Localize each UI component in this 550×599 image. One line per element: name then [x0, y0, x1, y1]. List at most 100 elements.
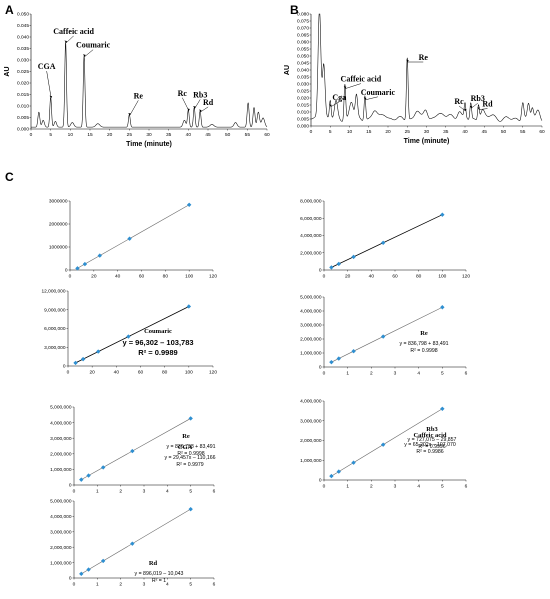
- peak-arrow: [129, 100, 139, 116]
- peak-arrow: [478, 108, 488, 110]
- compound-name: Re: [420, 330, 428, 337]
- peak-arrowhead: [463, 108, 467, 111]
- y-tick-label: 1,000,000: [300, 458, 322, 464]
- r-squared-label: R² = 0.9998: [410, 348, 437, 354]
- x-tick-label: 80: [162, 370, 168, 376]
- peak-arrowhead: [128, 112, 131, 116]
- x-tick-label: 6: [213, 489, 216, 495]
- x-tick-label: 25: [405, 129, 411, 135]
- y-tick-label: 3,000,000: [300, 323, 322, 329]
- peak-label-cga: CGA: [38, 62, 56, 71]
- x-tick-label: 55: [245, 132, 251, 138]
- data-point: [380, 240, 386, 246]
- x-tick-label: 15: [366, 129, 372, 135]
- x-tick-label: 20: [385, 129, 391, 135]
- compound-name: Rb3: [426, 426, 438, 433]
- peak-arrowhead: [187, 108, 190, 111]
- x-tick-label: 5: [189, 582, 192, 588]
- peak-arrowhead: [83, 54, 86, 57]
- x-tick-label: 30: [424, 129, 430, 135]
- data-point: [127, 236, 132, 241]
- x-tick-label: 100: [185, 370, 193, 376]
- y-tick-label: 0.080: [297, 12, 309, 18]
- y-tick-label: 0.040: [17, 35, 29, 41]
- y-tick-label: 0.045: [297, 61, 309, 67]
- y-tick-label: 0.015: [17, 92, 29, 98]
- data-point: [100, 465, 106, 470]
- trend-line: [331, 306, 443, 363]
- y-tick-label: 0.035: [17, 46, 29, 52]
- x-tick-label: 4: [417, 371, 420, 377]
- peak-label-rd: Rd: [482, 100, 493, 109]
- x-tick-label: 5: [189, 489, 192, 495]
- x-tick-label: 120: [462, 274, 470, 280]
- y-tick-label: 3,000,000: [300, 418, 322, 424]
- trend-line: [77, 204, 190, 269]
- peak-arrow: [65, 35, 74, 44]
- y-tick-label: 0: [65, 268, 68, 274]
- peak-label-rc: Rc: [178, 89, 188, 98]
- regression-equation: y = 727,075 – 29,857: [408, 437, 457, 443]
- y-tick-label: 3,000,000: [50, 436, 72, 442]
- x-tick-label: 35: [166, 132, 172, 138]
- data-point: [380, 334, 386, 339]
- peak-label-rc: Rc: [454, 97, 464, 106]
- y-tick-label: 2,000,000: [300, 250, 322, 256]
- x-tick-label: 6: [465, 484, 468, 490]
- y-tick-label: 12,000,000: [41, 289, 65, 295]
- x-tick-label: 0: [323, 371, 326, 377]
- x-tick-label: 6: [465, 371, 468, 377]
- compound-name: Coumaric: [144, 328, 172, 335]
- y-tick-label: 1,000,000: [50, 560, 72, 566]
- data-point: [329, 265, 334, 270]
- data-point: [351, 348, 356, 354]
- x-tick-label: 120: [209, 370, 217, 376]
- compound-name: CGA: [178, 444, 193, 451]
- peak-arrowhead: [477, 107, 480, 110]
- x-tick-label: 2: [119, 489, 122, 495]
- y-tick-label: 0.030: [17, 58, 29, 64]
- y-tick-label: 5,000,000: [50, 499, 72, 505]
- peak-arrow: [84, 49, 94, 57]
- y-tick-label: 4,000,000: [50, 420, 72, 426]
- x-tick-label: 1: [96, 582, 99, 588]
- data-point: [130, 541, 135, 546]
- data-point: [440, 406, 445, 412]
- data-point: [336, 261, 341, 267]
- data-point: [351, 460, 356, 465]
- panel-letter-b: B: [290, 3, 299, 17]
- compound-name: Caffeic acid: [413, 432, 446, 439]
- y-tick-label: 0.050: [17, 12, 29, 18]
- peak-arrow: [365, 96, 378, 101]
- peak-arrow: [471, 103, 478, 109]
- data-point: [126, 334, 131, 339]
- x-tick-label: 55: [520, 129, 526, 135]
- data-point: [336, 469, 341, 474]
- x-tick-label: 20: [345, 274, 351, 280]
- y-tick-label: 0: [63, 364, 66, 370]
- y-tick-label: 4,000,000: [300, 309, 322, 315]
- y-tick-label: 0: [69, 576, 72, 582]
- peak-arrowhead: [64, 40, 68, 43]
- x-tick-label: 10: [68, 132, 74, 138]
- peak-label-rb3: Rb3: [193, 90, 207, 99]
- x-tick-label: 4: [166, 489, 169, 495]
- x-tick-label: 30: [146, 132, 152, 138]
- y-tick-label: 1000000: [49, 245, 68, 251]
- data-point: [75, 266, 80, 271]
- x-tick-label: 6: [213, 582, 216, 588]
- x-tick-label: 5: [329, 129, 332, 135]
- y-tick-label: 1,000,000: [50, 467, 72, 473]
- y-tick-label: 0.040: [297, 68, 309, 74]
- peak-label-rb3: Rb3: [471, 94, 485, 103]
- peak-arrowhead: [329, 104, 332, 107]
- data-point: [96, 349, 101, 354]
- peak-arrowhead: [49, 95, 53, 99]
- x-tick-label: 3: [394, 371, 397, 377]
- calibration-plot-1: 0 1000000 2000000 3000000 0 20 40 60 80 100 120 CGA…: [49, 199, 218, 468]
- regression-equation: y = 29,457x – 110,166: [164, 455, 215, 461]
- y-tick-label: 0.045: [17, 23, 29, 29]
- calibration-plot-7: 0 1,000,000 2,000,000 3,000,000 4,000,000 5,0…: [50, 499, 216, 588]
